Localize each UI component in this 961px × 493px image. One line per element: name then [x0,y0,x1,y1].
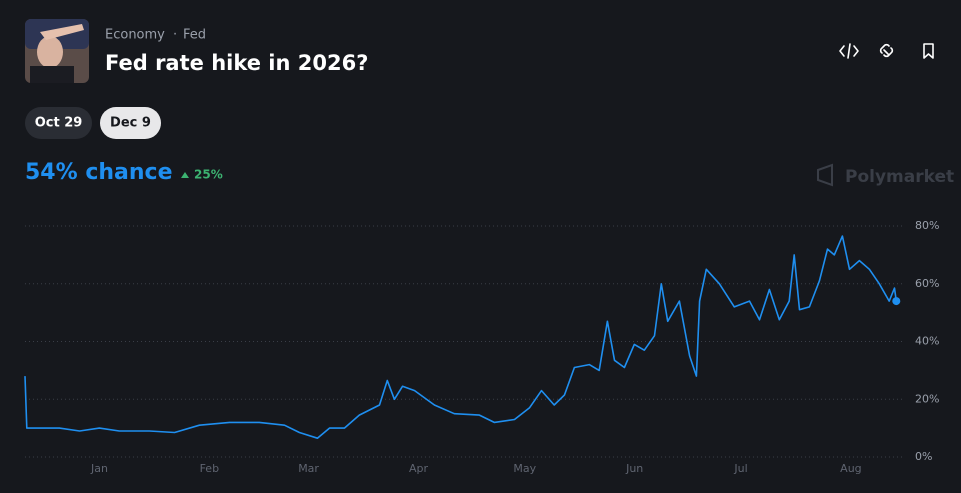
x-tick-label: Jun [625,462,643,475]
embed-button[interactable] [839,43,859,59]
chance: 54% chance [25,160,173,185]
tab-label[interactable]: Oct 29 [35,116,83,131]
y-tick-label: 20% [915,392,939,405]
x-tick-label: Jul [733,462,747,475]
brand: Polymarket [817,163,954,187]
y-tick-label: 0% [915,450,932,463]
link-button[interactable] [879,43,894,58]
y-tick-label: 60% [915,277,939,290]
category[interactable]: Economy [105,28,165,43]
x-tick-label: Aug [840,462,861,475]
x-tick-label: Jan [90,462,108,475]
change-arrow [181,172,189,178]
y-tick-label: 80% [915,219,939,232]
x-tick-label: May [513,462,536,475]
x-tick-label: Feb [200,462,219,475]
line [24,235,898,439]
subcategory[interactable]: Fed [183,28,206,43]
change: 25% [194,168,223,182]
x-tick-label: Mar [298,462,319,475]
chart: 0% 20% 40% 60% 80% Jan Feb Mar Apr May Jun Jul Aug [24,219,939,475]
market-image [25,19,89,83]
bookmark-button[interactable] [923,43,934,59]
brand-name: Polymarket [845,167,954,187]
tab[interactable]: Oct 29 [25,107,92,139]
tab-active[interactable]: Dec 9 [100,107,161,139]
end-point [892,297,901,306]
y-tick-label: 40% [915,335,939,348]
x-tick-label: Apr [409,462,429,475]
market-title: Fed rate hike in 2026? [105,51,368,75]
separator: · [173,28,177,43]
tab-label[interactable]: Dec 9 [110,116,151,131]
